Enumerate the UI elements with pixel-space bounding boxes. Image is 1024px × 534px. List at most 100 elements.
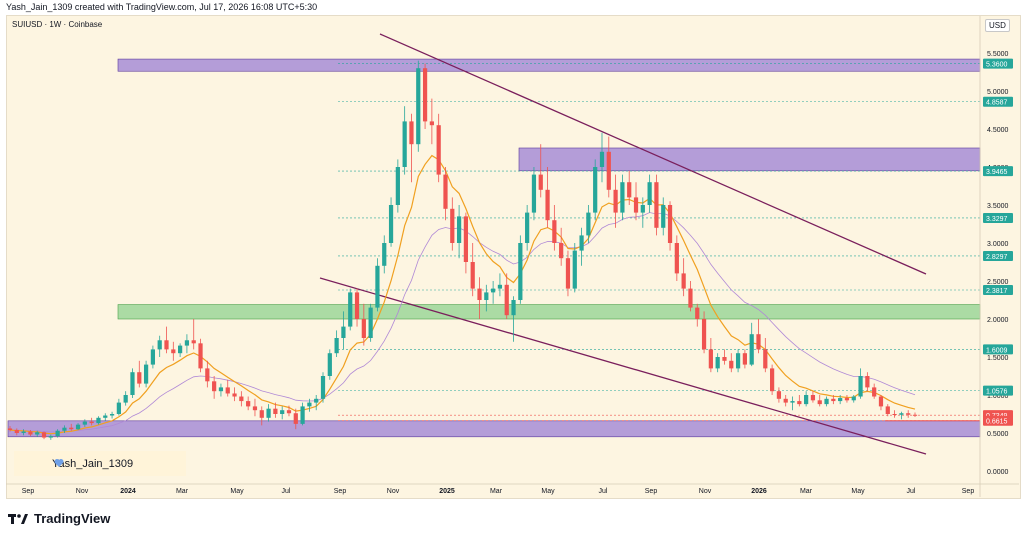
candle-body[interactable] <box>348 292 353 327</box>
candle-body[interactable] <box>436 125 441 175</box>
candle-body[interactable] <box>633 197 639 213</box>
candle-body[interactable] <box>198 343 203 369</box>
candle-body[interactable] <box>109 414 115 416</box>
candle-body[interactable] <box>361 319 366 338</box>
candle-body[interactable] <box>259 410 264 418</box>
candle-body[interactable] <box>817 400 822 405</box>
candle-body[interactable] <box>572 250 577 289</box>
candle-body[interactable] <box>620 182 625 213</box>
candle-body[interactable] <box>797 401 802 405</box>
currency-button[interactable]: USD <box>985 19 1010 32</box>
candle-body[interactable] <box>171 349 176 354</box>
candle-body[interactable] <box>912 414 918 416</box>
candle-body[interactable] <box>218 387 224 392</box>
candle-body[interactable] <box>688 288 693 308</box>
candle-body[interactable] <box>123 395 128 403</box>
candle-body[interactable] <box>531 174 537 213</box>
candle-body[interactable] <box>865 376 870 388</box>
candle-body[interactable] <box>293 413 298 424</box>
candle-body[interactable] <box>21 431 26 433</box>
candle-body[interactable] <box>735 353 741 369</box>
candle-body[interactable] <box>143 364 149 384</box>
candle-body[interactable] <box>273 408 278 414</box>
candle-body[interactable] <box>232 393 237 397</box>
candle-body[interactable] <box>280 410 285 414</box>
candle-body[interactable] <box>606 151 611 190</box>
candle-body[interactable] <box>899 413 904 415</box>
candle-body[interactable] <box>538 174 543 190</box>
candle-body[interactable] <box>314 398 319 403</box>
candle-body[interactable] <box>593 167 598 213</box>
candle-body[interactable] <box>586 212 591 236</box>
candle-body[interactable] <box>7 428 13 430</box>
candle-body[interactable] <box>422 68 428 122</box>
candle-body[interactable] <box>300 406 305 424</box>
candle-body[interactable] <box>286 410 292 414</box>
candle-body[interactable] <box>763 349 768 369</box>
candle-body[interactable] <box>252 406 258 411</box>
candle-body[interactable] <box>525 212 530 243</box>
candle-body[interactable] <box>810 395 816 401</box>
candle-body[interactable] <box>599 151 605 167</box>
candle-body[interactable] <box>450 208 455 243</box>
candle-body[interactable] <box>851 396 856 401</box>
candle-body[interactable] <box>443 174 448 209</box>
candle-body[interactable] <box>511 300 516 316</box>
candle-body[interactable] <box>429 121 434 126</box>
candle-body[interactable] <box>388 205 394 243</box>
candle-body[interactable] <box>497 284 503 289</box>
candle-body[interactable] <box>395 167 400 205</box>
candle-body[interactable] <box>715 357 720 369</box>
candle-body[interactable] <box>661 205 666 228</box>
candle-body[interactable] <box>334 338 339 354</box>
candle-body[interactable] <box>62 427 67 431</box>
candle-body[interactable] <box>484 292 489 300</box>
candle-body[interactable] <box>872 387 877 397</box>
candle-body[interactable] <box>239 396 244 402</box>
candle-body[interactable] <box>416 68 421 145</box>
candle-body[interactable] <box>103 415 108 418</box>
candle-body[interactable] <box>89 421 94 424</box>
candle-body[interactable] <box>41 432 47 438</box>
candle-body[interactable] <box>354 292 360 319</box>
candle-body[interactable] <box>790 401 795 403</box>
candle-body[interactable] <box>477 288 482 300</box>
candle-body[interactable] <box>742 353 747 365</box>
tradingview-logo[interactable]: TradingView <box>8 511 110 526</box>
candle-body[interactable] <box>456 216 462 243</box>
candle-body[interactable] <box>96 417 101 424</box>
candle-body[interactable] <box>82 421 87 425</box>
candle-body[interactable] <box>708 349 713 369</box>
candle-body[interactable] <box>375 265 380 308</box>
chart-area[interactable] <box>6 15 1021 499</box>
candle-body[interactable] <box>382 243 387 266</box>
candle-body[interactable] <box>246 401 251 407</box>
candle-body[interactable] <box>116 402 121 414</box>
candle-body[interactable] <box>831 398 836 402</box>
candle-body[interactable] <box>701 319 707 350</box>
candle-body[interactable] <box>463 216 469 262</box>
candle-body[interactable] <box>225 387 230 394</box>
candle-body[interactable] <box>776 391 782 399</box>
candle-body[interactable] <box>266 408 271 418</box>
candle-body[interactable] <box>906 413 911 415</box>
candle-body[interactable] <box>695 307 700 319</box>
candle-body[interactable] <box>491 288 496 293</box>
candle-body[interactable] <box>722 357 727 361</box>
candle-body[interactable] <box>729 360 734 369</box>
candle-body[interactable] <box>783 398 788 403</box>
candle-body[interactable] <box>69 427 74 430</box>
candle-body[interactable] <box>892 414 897 415</box>
candle-body[interactable] <box>579 235 584 251</box>
candle-body[interactable] <box>164 340 169 350</box>
candle-body[interactable] <box>130 372 135 395</box>
candle-body[interactable] <box>654 182 659 228</box>
candle-body[interactable] <box>55 430 60 437</box>
candle-body[interactable] <box>150 349 156 365</box>
candle-body[interactable] <box>559 243 564 259</box>
candle-body[interactable] <box>14 429 19 433</box>
candle-body[interactable] <box>552 220 557 243</box>
candle-body[interactable] <box>824 398 829 405</box>
candle-body[interactable] <box>681 273 686 289</box>
